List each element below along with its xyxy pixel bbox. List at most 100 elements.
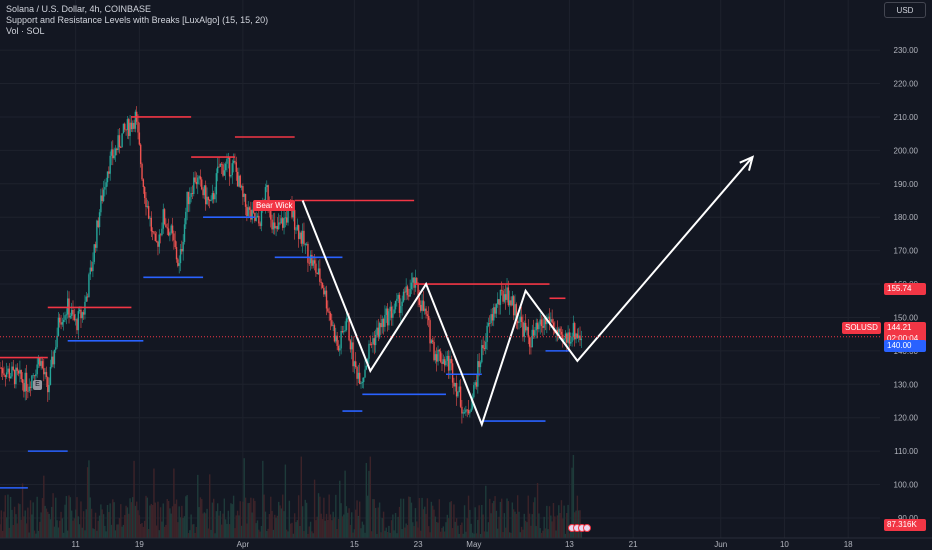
volume-bar	[17, 503, 20, 538]
candle-body	[458, 386, 460, 392]
candle-body	[82, 312, 85, 315]
candle-body	[109, 155, 111, 174]
volume-bar	[356, 500, 358, 538]
volume-bar	[510, 532, 512, 538]
volume-bar	[19, 504, 21, 538]
volume-bar	[424, 506, 426, 538]
candle-body	[567, 332, 569, 343]
volume-bar	[9, 496, 12, 538]
volume-bar	[146, 497, 149, 538]
volume-bar	[162, 503, 164, 538]
volume-bar	[284, 464, 287, 538]
candle-body	[282, 218, 284, 228]
time-axis[interactable]: Mar1119Apr1523May1321Jun1018	[0, 537, 932, 549]
volume-bar	[477, 519, 479, 538]
candle-body	[535, 322, 537, 331]
candle-body	[16, 367, 18, 371]
volume-bar	[377, 507, 379, 538]
candle-body	[17, 370, 20, 374]
candle-body	[543, 318, 545, 328]
economic-events[interactable]	[568, 519, 591, 532]
symbol-title[interactable]: Solana / U.S. Dollar, 4h, COINBASE	[6, 4, 152, 14]
currency-button[interactable]: USD	[884, 2, 926, 18]
candle-body	[457, 391, 459, 397]
volume-bar	[374, 507, 377, 538]
volume-bar	[181, 505, 183, 538]
volume-bar	[279, 505, 281, 538]
earnings-marker[interactable]: E	[33, 380, 42, 390]
candle-body	[558, 328, 560, 336]
volume-bar	[370, 531, 373, 538]
candle-body	[25, 372, 28, 391]
volume-bar	[266, 530, 268, 538]
candle-body	[447, 355, 450, 371]
volume-bar	[490, 513, 492, 538]
candle-body	[1, 368, 4, 374]
volume-bar	[515, 513, 518, 538]
bear-wick-label: Bear Wick	[253, 200, 296, 211]
volume-bar	[400, 498, 402, 538]
candle-body	[193, 177, 195, 194]
candle-body	[181, 249, 183, 252]
candle-body	[548, 316, 551, 322]
volume-bar	[98, 515, 101, 538]
candle-body	[165, 224, 167, 228]
indicator-title[interactable]: Support and Resistance Levels with Break…	[6, 15, 269, 25]
candle-body	[231, 163, 233, 176]
candle-body	[98, 212, 101, 228]
volume-bar	[434, 516, 437, 538]
candle-body	[376, 327, 378, 335]
volume-bar	[505, 527, 507, 538]
volume-bar	[21, 483, 24, 538]
volume-bar	[43, 475, 45, 538]
volume-bar	[538, 513, 540, 538]
candle-body	[454, 382, 456, 387]
candle-body	[274, 222, 276, 229]
volume-bar	[170, 513, 172, 538]
candle-body	[279, 222, 281, 224]
candle-body	[355, 361, 357, 368]
volume-bar	[426, 498, 429, 538]
volume-bar	[397, 516, 399, 538]
volume-bar	[384, 530, 386, 538]
candle-body	[43, 368, 45, 375]
candle-body	[527, 327, 529, 338]
candle-body	[235, 162, 237, 172]
candle-body	[412, 277, 414, 283]
candle-body	[151, 231, 154, 233]
projection-drawing[interactable]	[301, 155, 755, 428]
candle-body	[438, 349, 441, 352]
volume-bar	[333, 517, 336, 538]
candle-body	[408, 295, 410, 297]
volume-bar	[341, 516, 344, 538]
volume-bar	[526, 522, 528, 538]
us-flag-icon[interactable]	[583, 524, 591, 532]
candle-body	[207, 196, 210, 201]
volume-bar	[349, 524, 352, 538]
candle-body	[49, 366, 52, 385]
volume-bar	[467, 495, 470, 538]
candle-body	[146, 206, 149, 208]
volume-title[interactable]: Vol · SOL	[6, 26, 45, 36]
candle-body	[494, 307, 496, 314]
volume-bar	[394, 512, 397, 538]
candle-body	[501, 289, 503, 291]
volume-bar	[263, 494, 265, 538]
volume-bar	[474, 507, 476, 538]
candle-body	[508, 300, 511, 306]
volume-bar	[224, 519, 227, 538]
candle-body	[388, 311, 390, 326]
candle-body	[439, 351, 442, 362]
volume-bar	[130, 502, 133, 538]
volume-bar	[482, 514, 484, 538]
candle-body	[260, 205, 263, 226]
candle-body	[506, 287, 508, 300]
candle-body	[69, 315, 72, 318]
candle-body	[37, 357, 40, 365]
volume-bar	[304, 499, 306, 538]
volume-bar	[560, 500, 563, 538]
volume-bar	[543, 516, 545, 538]
candle-body	[469, 411, 471, 414]
volume-bar	[307, 533, 309, 538]
